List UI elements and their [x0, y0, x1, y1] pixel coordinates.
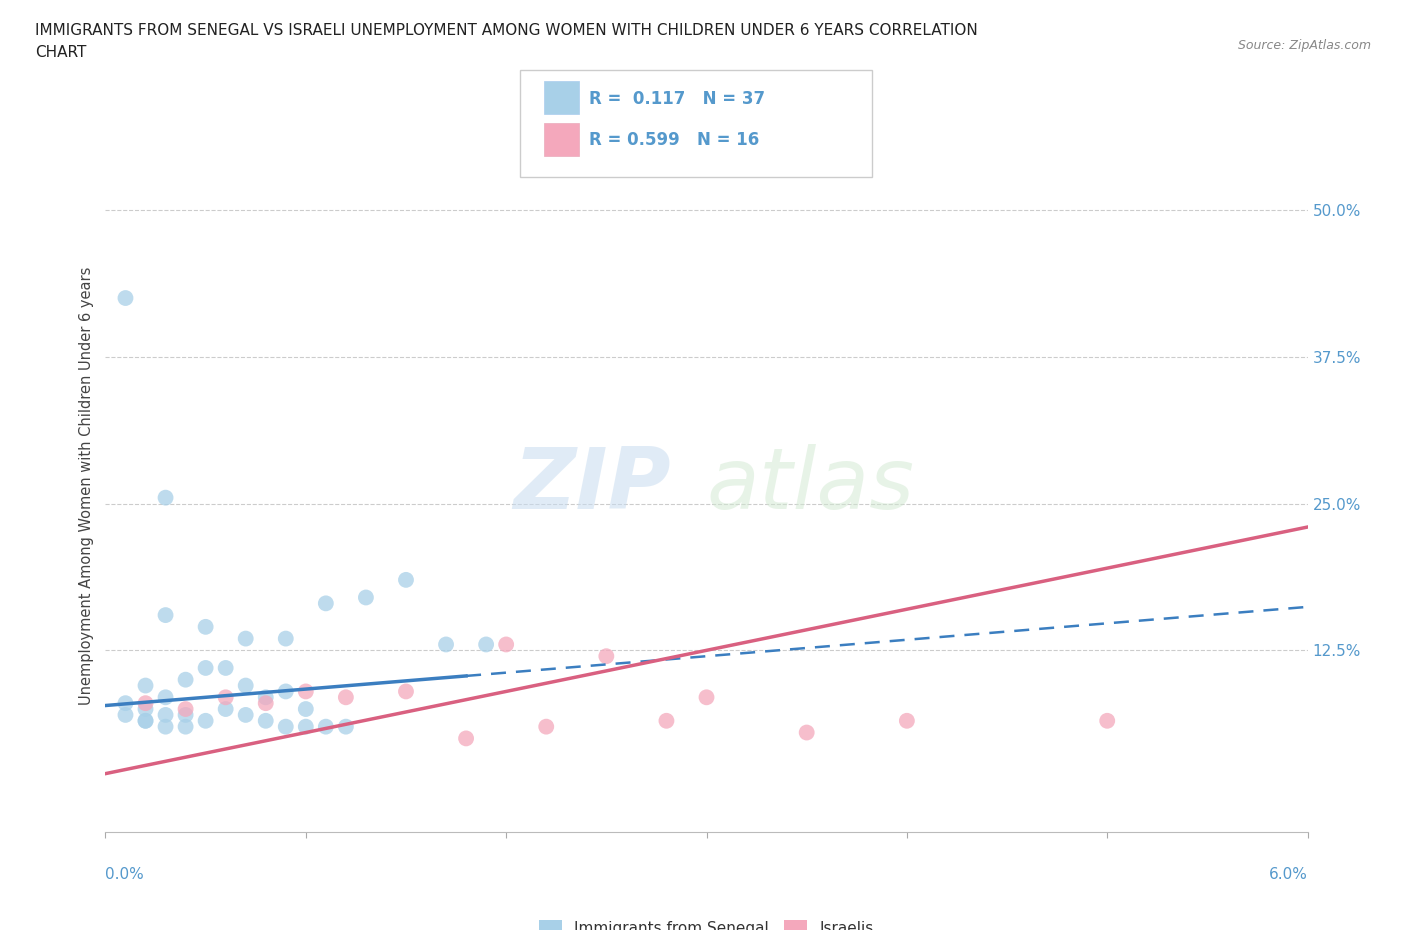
Point — [235, 708, 257, 723]
Text: CHART: CHART — [35, 45, 87, 60]
Point — [335, 719, 357, 734]
Text: R = 0.599   N = 16: R = 0.599 N = 16 — [589, 131, 759, 150]
Point — [174, 719, 197, 734]
Point — [155, 607, 177, 622]
Text: ZIP: ZIP — [513, 445, 671, 527]
Point — [135, 713, 157, 728]
Point — [174, 701, 197, 716]
Point — [315, 596, 337, 611]
Point — [214, 690, 236, 705]
Point — [214, 660, 236, 675]
Point — [114, 708, 136, 723]
Point — [595, 649, 617, 664]
Point — [274, 631, 297, 646]
Text: 6.0%: 6.0% — [1268, 867, 1308, 882]
Text: 0.0%: 0.0% — [105, 867, 145, 882]
Point — [295, 684, 318, 698]
Point — [194, 619, 217, 634]
Point — [194, 713, 217, 728]
Point — [896, 713, 918, 728]
Point — [796, 725, 818, 740]
Point — [155, 690, 177, 705]
Point — [114, 696, 136, 711]
Point — [135, 701, 157, 716]
Point — [235, 631, 257, 646]
Point — [354, 590, 377, 604]
Point — [254, 690, 277, 705]
Point — [214, 701, 236, 716]
Point — [454, 731, 477, 746]
Point — [274, 684, 297, 698]
Point — [135, 713, 157, 728]
Point — [135, 696, 157, 711]
Point — [235, 678, 257, 693]
Text: Source: ZipAtlas.com: Source: ZipAtlas.com — [1237, 39, 1371, 52]
Text: R =  0.117   N = 37: R = 0.117 N = 37 — [589, 89, 765, 108]
Point — [295, 701, 318, 716]
Point — [155, 490, 177, 505]
Y-axis label: Unemployment Among Women with Children Under 6 years: Unemployment Among Women with Children U… — [79, 267, 94, 705]
Point — [254, 713, 277, 728]
Point — [295, 719, 318, 734]
Point — [114, 290, 136, 305]
Point — [335, 690, 357, 705]
Point — [655, 713, 678, 728]
Point — [274, 719, 297, 734]
Point — [475, 637, 498, 652]
Point — [194, 660, 217, 675]
Point — [534, 719, 557, 734]
Point — [254, 696, 277, 711]
Point — [135, 678, 157, 693]
Point — [395, 684, 418, 698]
Point — [155, 708, 177, 723]
Point — [174, 708, 197, 723]
Legend: Immigrants from Senegal, Israelis: Immigrants from Senegal, Israelis — [533, 914, 880, 930]
Point — [174, 672, 197, 687]
Text: atlas: atlas — [707, 445, 914, 527]
Point — [155, 719, 177, 734]
Point — [315, 719, 337, 734]
Point — [495, 637, 517, 652]
Point — [1097, 713, 1119, 728]
Point — [395, 573, 418, 588]
Point — [434, 637, 457, 652]
Point — [696, 690, 718, 705]
Text: IMMIGRANTS FROM SENEGAL VS ISRAELI UNEMPLOYMENT AMONG WOMEN WITH CHILDREN UNDER : IMMIGRANTS FROM SENEGAL VS ISRAELI UNEMP… — [35, 23, 979, 38]
